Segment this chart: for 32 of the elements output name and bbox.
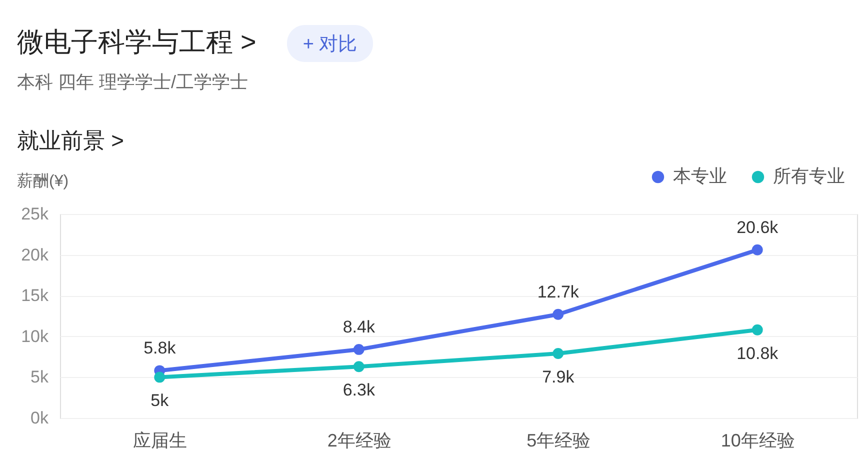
- x-tick-label: 应届生: [133, 430, 188, 450]
- y-tick-label: 20k: [21, 245, 49, 264]
- point: [353, 361, 364, 372]
- y-tick-label: 5k: [30, 368, 49, 387]
- text: + 对比: [302, 34, 358, 55]
- y-tick-label: 15k: [21, 286, 49, 306]
- point: [752, 324, 763, 336]
- legend-label: 本专业: [673, 166, 727, 186]
- data-label: 20.6k: [736, 218, 779, 237]
- point: [752, 244, 763, 256]
- point: [552, 348, 564, 359]
- point: [353, 344, 364, 355]
- y-tick-label: 25k: [21, 204, 49, 224]
- data-label: 6.3k: [342, 380, 376, 400]
- data-label: 5k: [150, 391, 170, 410]
- text: 就业前景 >: [17, 128, 124, 153]
- x-tick-label: 2年经验: [327, 430, 392, 450]
- data-label: 10.8k: [736, 344, 779, 363]
- y-tick-label: 0k: [30, 408, 49, 428]
- point: [552, 308, 564, 320]
- x-tick-label: 10年经验: [720, 430, 795, 450]
- legend-label: 所有专业: [773, 166, 845, 186]
- data-label: 7.9k: [542, 368, 575, 387]
- data-label: 5.8k: [144, 338, 176, 358]
- x-tick-label: 5年经验: [526, 430, 591, 450]
- point: [154, 372, 166, 383]
- data-label: 8.4k: [342, 317, 376, 336]
- y-tick-label: 10k: [21, 326, 49, 346]
- chart-title: 微电子科学与工程 >: [17, 27, 256, 57]
- data-label: 12.7k: [537, 282, 580, 302]
- chart-subtitle: 本科 四年 理学学士/工学学士: [17, 72, 248, 92]
- y-axis-title: 薪酬(¥): [17, 172, 69, 190]
